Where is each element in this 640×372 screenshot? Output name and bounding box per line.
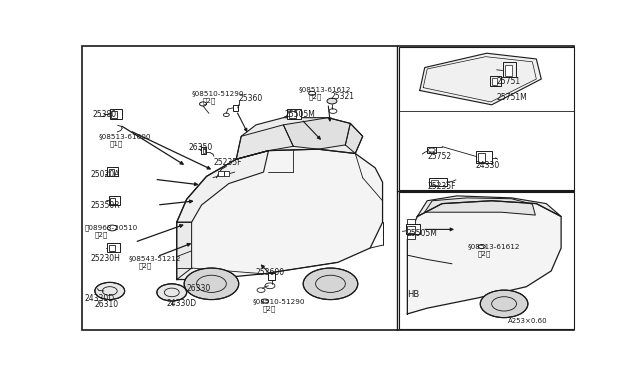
Circle shape xyxy=(157,284,187,301)
Text: 25235F: 25235F xyxy=(214,158,243,167)
Circle shape xyxy=(480,290,528,318)
Text: §08543-51212: §08543-51212 xyxy=(129,255,181,261)
Bar xyxy=(399,192,573,329)
Bar xyxy=(399,46,573,190)
Polygon shape xyxy=(425,198,535,215)
Polygon shape xyxy=(417,196,561,217)
Bar xyxy=(504,65,511,76)
Bar xyxy=(111,111,117,118)
Polygon shape xyxy=(236,118,363,159)
Text: ⓝ08963-20510: ⓝ08963-20510 xyxy=(85,225,138,231)
Circle shape xyxy=(308,92,316,95)
Text: 25505M: 25505M xyxy=(406,229,437,238)
Text: 25020A: 25020A xyxy=(91,170,120,179)
Text: 26350: 26350 xyxy=(188,143,212,152)
Bar xyxy=(478,154,485,161)
Text: （2）: （2） xyxy=(478,250,491,257)
Text: （1）: （1） xyxy=(110,140,123,147)
Text: （2）: （2） xyxy=(262,305,276,312)
Text: §08510-51290: §08510-51290 xyxy=(191,90,244,96)
Text: 26330: 26330 xyxy=(187,285,211,294)
Polygon shape xyxy=(408,201,561,314)
Polygon shape xyxy=(177,222,191,279)
Bar xyxy=(431,180,438,185)
Polygon shape xyxy=(284,118,350,149)
Bar xyxy=(110,109,122,119)
Circle shape xyxy=(303,268,358,299)
Text: 25360: 25360 xyxy=(239,94,263,103)
Text: （2）: （2） xyxy=(308,93,321,100)
Text: §08510-51290: §08510-51290 xyxy=(253,299,305,305)
Bar xyxy=(225,171,229,176)
Bar xyxy=(429,178,447,186)
Bar xyxy=(269,273,275,279)
Polygon shape xyxy=(177,149,383,279)
Text: 253600: 253600 xyxy=(255,268,284,277)
Bar xyxy=(289,111,296,118)
Text: 25751: 25751 xyxy=(497,77,521,86)
Bar xyxy=(287,109,301,119)
Bar xyxy=(109,196,120,205)
Text: 26310: 26310 xyxy=(95,300,119,309)
Bar xyxy=(218,171,224,176)
Text: 25235F: 25235F xyxy=(428,182,456,191)
Bar xyxy=(233,105,237,110)
Bar xyxy=(408,226,415,233)
Circle shape xyxy=(108,225,117,231)
Bar xyxy=(109,169,114,176)
Text: 24330D: 24330D xyxy=(85,294,115,303)
Text: 25350R: 25350R xyxy=(91,201,120,209)
Circle shape xyxy=(327,98,337,104)
Polygon shape xyxy=(346,124,363,154)
Text: 25380: 25380 xyxy=(92,110,116,119)
Bar xyxy=(202,148,205,153)
Bar xyxy=(108,243,120,252)
Circle shape xyxy=(200,102,207,106)
Text: （2）: （2） xyxy=(95,232,108,238)
Circle shape xyxy=(478,244,485,248)
Polygon shape xyxy=(177,151,269,222)
Text: 25321: 25321 xyxy=(330,92,355,101)
Text: 25230H: 25230H xyxy=(91,254,121,263)
Circle shape xyxy=(95,282,125,299)
Text: 25505M: 25505M xyxy=(284,110,316,119)
Text: §08513-61600: §08513-61600 xyxy=(99,133,151,139)
Text: 25751M: 25751M xyxy=(497,93,527,102)
Bar xyxy=(476,151,492,163)
Bar xyxy=(200,147,207,154)
Text: 25752: 25752 xyxy=(428,152,451,161)
Text: Ä253×0.60: Ä253×0.60 xyxy=(508,317,547,324)
Text: §08513-61612: §08513-61612 xyxy=(298,87,351,93)
Bar xyxy=(502,62,516,77)
Circle shape xyxy=(262,299,269,303)
Bar xyxy=(428,147,436,154)
Polygon shape xyxy=(420,53,541,105)
Circle shape xyxy=(184,268,239,299)
Text: （2）: （2） xyxy=(203,97,216,104)
Bar xyxy=(492,78,497,85)
Polygon shape xyxy=(236,125,293,159)
Bar xyxy=(490,76,501,86)
Bar xyxy=(110,198,115,204)
Bar xyxy=(108,167,118,176)
Text: §08513-61612: §08513-61612 xyxy=(468,244,520,250)
Bar xyxy=(408,219,415,240)
Bar xyxy=(406,224,420,234)
Text: 24330: 24330 xyxy=(476,161,500,170)
Bar xyxy=(109,245,115,251)
Text: 24330D: 24330D xyxy=(167,299,197,308)
Text: HB: HB xyxy=(408,290,420,299)
Text: （2）: （2） xyxy=(138,262,152,269)
